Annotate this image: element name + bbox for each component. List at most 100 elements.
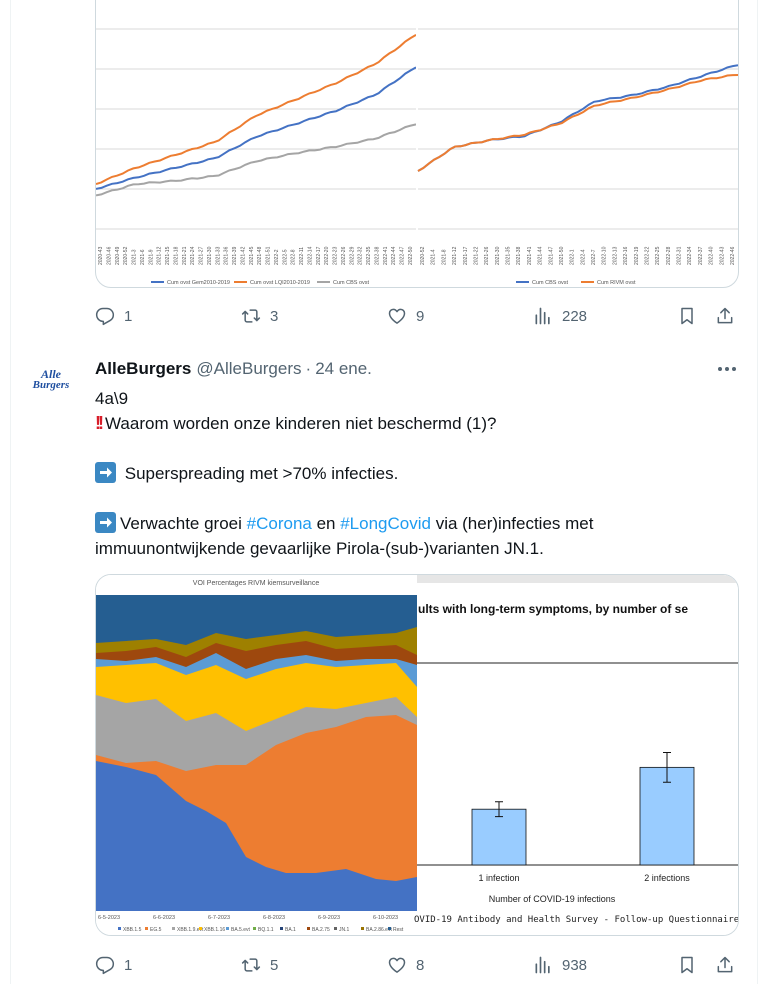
avatar-line1: Alle — [41, 367, 61, 381]
author-name[interactable]: AlleBurgers — [95, 359, 192, 378]
x-tick-label: 2021-12 — [452, 246, 458, 265]
tweet2-actions: 1 5 8 938 — [95, 950, 743, 980]
x-tick-label: 2021-48 — [257, 246, 263, 265]
left-legend-cbs: Cum CBS ovst — [333, 280, 370, 286]
more-options-icon[interactable] — [716, 359, 738, 379]
text-line-5: immuunontwijkende gevaarlijke Pirola-(su… — [95, 539, 544, 558]
text-line-1: 4a\9 — [95, 389, 129, 408]
variant-legend-swatch — [361, 927, 364, 930]
x-tick-label: 2021-18 — [173, 246, 179, 265]
reply-button[interactable]: 1 — [95, 950, 132, 980]
variant-legend-label: XBB.1.5 — [123, 927, 142, 933]
x-tick-label: 2021-41 — [527, 246, 533, 265]
variant-x-label: 6-7-2023 — [208, 915, 230, 921]
x-tick-label: 2022-25 — [655, 246, 661, 265]
x-tick-label: 2022-1 — [570, 249, 576, 265]
variant-x-label: 6-10-2023 — [373, 915, 398, 921]
variant-legend-swatch — [226, 927, 229, 930]
author-handle[interactable]: @AlleBurgers — [196, 359, 302, 378]
bookmark-icon — [681, 956, 693, 974]
x-tick-label: 2021-36 — [224, 246, 230, 265]
series-cbs-line — [96, 123, 417, 197]
right-legend-rivm: Cum RIVM ovst — [597, 280, 636, 286]
variant-legend-label: BA.5.evt — [231, 927, 251, 933]
tweet1-media[interactable]: 2020-43 2020-46 2020-49 2020-52 2021-3 2021-6… — [95, 0, 739, 288]
text-line-4c: via (her)infecties met — [430, 514, 594, 533]
variant-legend-label: XBB.1.16 — [204, 927, 225, 933]
x-tick-label: 2021-22 — [473, 246, 479, 265]
x-tick-label: 2022-38 — [375, 246, 381, 265]
bar-x-title: Number of COVID-19 infections — [489, 894, 616, 904]
share-button[interactable] — [715, 301, 735, 331]
variant-chart-title: VOI Percentages RIVM kiemsurveillance — [193, 580, 320, 587]
x-tick-label: 2022-29 — [349, 246, 355, 265]
retweet-icon — [241, 309, 261, 323]
like-count: 8 — [416, 956, 425, 974]
x-tick-label: 2022-44 — [391, 246, 397, 265]
variant-legend-swatch — [172, 927, 175, 930]
avatar-line2: Burgers — [32, 379, 70, 391]
variant-legend-label: JN.1 — [339, 927, 350, 933]
bars — [471, 751, 695, 866]
x-tick-label: 2022-50 — [408, 246, 414, 265]
long-term-symptoms-bar-chart: ults with long-term symptoms, by number … — [414, 575, 738, 935]
bookmark-icon — [681, 307, 693, 325]
share-button[interactable] — [715, 950, 735, 980]
reply-count: 1 — [124, 307, 133, 325]
like-button[interactable]: 8 — [387, 950, 424, 980]
x-tick-label: 2021-51 — [266, 246, 272, 265]
tweet2-media[interactable]: VOI Percentages RIVM kiemsurveillance — [95, 574, 739, 936]
views-icon — [535, 956, 550, 974]
x-tick-label: 2022-37 — [698, 246, 704, 265]
bar-chart-caption: OVID-19 Antibody and Health Survey - Fol… — [414, 915, 738, 925]
bookmark-button[interactable] — [677, 950, 697, 980]
timeline-border-left — [10, 0, 11, 984]
x-tick-label: 2020-52 — [123, 246, 129, 265]
variant-legend-swatch — [145, 927, 148, 930]
x-tick-label: 2021-30 — [207, 246, 213, 265]
variant-legend-label: BQ.1.1 — [258, 927, 274, 933]
x-tick-label: 2022-7 — [591, 249, 597, 265]
reply-button[interactable]: 1 — [95, 301, 132, 331]
right-legend: Cum CBS ovst Cum RIVM ovst — [516, 280, 636, 286]
bar-category-labels: 1 infection 2 infections — [478, 873, 690, 883]
separator-dot: · — [305, 359, 312, 378]
retweet-icon — [241, 958, 261, 972]
hashtag-corona[interactable]: #Corona — [246, 514, 312, 533]
tweet1-actions: 1 3 9 228 — [95, 301, 743, 331]
like-button[interactable]: 9 — [387, 301, 424, 331]
text-line-4b: en — [311, 514, 341, 533]
x-tick-label: 2020-46 — [106, 246, 112, 265]
views-icon — [535, 307, 550, 325]
x-tick-label: 2022-14 — [308, 246, 314, 265]
double-exclamation-icon: !! — [95, 413, 104, 433]
bar — [639, 766, 695, 866]
x-tick-label: 2021-50 — [559, 246, 565, 265]
hashtag-longcovid[interactable]: #LongCovid — [340, 514, 431, 533]
avatar[interactable]: Alle Burgers — [26, 360, 76, 400]
x-tick-label: 2021-27 — [199, 246, 205, 265]
x-tick-label: 2022-23 — [333, 246, 339, 265]
retweet-button[interactable]: 5 — [241, 950, 278, 980]
views-button[interactable]: 228 — [533, 301, 587, 331]
variant-legend-swatch — [118, 927, 121, 930]
left-cumulative-chart: 2020-43 2020-46 2020-49 2020-52 2021-3 2021-6… — [96, 28, 417, 286]
retweet-button[interactable]: 3 — [241, 301, 278, 331]
share-icon — [717, 307, 733, 324]
arrow-right-icon — [95, 462, 116, 483]
x-tick-label: 2022-19 — [634, 246, 640, 265]
tweet-date[interactable]: 24 ene. — [315, 359, 372, 378]
x-tick-label: 2021-3 — [132, 249, 138, 265]
bookmark-button[interactable] — [677, 301, 697, 331]
heart-icon — [388, 308, 406, 324]
variant-area-chart: VOI Percentages RIVM kiemsurveillance — [96, 575, 417, 935]
views-button[interactable]: 938 — [533, 950, 587, 980]
variant-legend-label: BA.1 — [285, 927, 296, 933]
reply-count: 1 — [124, 956, 133, 974]
x-tick-label: 2022-31 — [677, 246, 683, 265]
variant-x-label: 6-9-2023 — [318, 915, 340, 921]
x-tick-label: 2021-6 — [140, 249, 146, 265]
bar-chart-title: ults with long-term symptoms, by number … — [418, 602, 688, 616]
series-rivm-line — [417, 74, 738, 172]
variant-x-label: 6-8-2023 — [263, 915, 285, 921]
